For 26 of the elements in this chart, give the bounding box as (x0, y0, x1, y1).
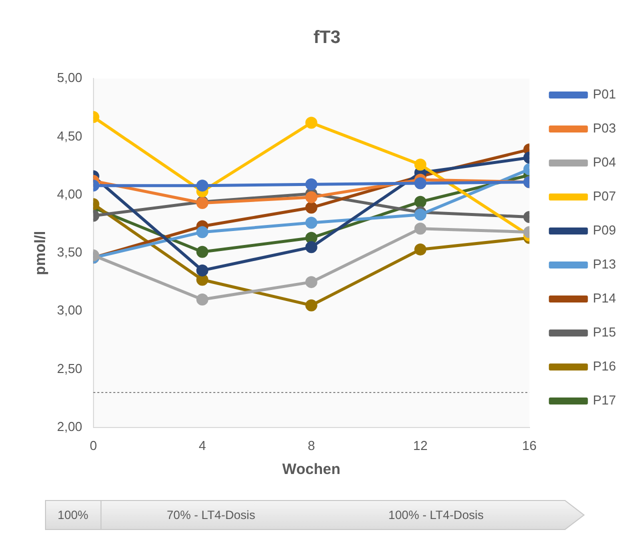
y-tick-label: 2,50 (56, 360, 82, 376)
legend-label: P13 (592, 256, 616, 272)
arrow-banner: 100% 70% - LT4-Dosis 100% - LT4-Dosis (45, 500, 585, 530)
legend-label: P07 (592, 188, 616, 204)
x-tick-label: 16 (522, 438, 537, 453)
y-tick-label: 3,50 (56, 244, 82, 260)
y-tick-label: 5,00 (56, 70, 82, 86)
y-tick-label: 4,50 (56, 128, 82, 144)
legend-label: P15 (592, 324, 616, 340)
x-tick-label: 8 (308, 438, 315, 453)
x-tick-label: 12 (413, 438, 428, 453)
legend-label: P14 (592, 290, 616, 306)
x-tick-label: 4 (198, 438, 206, 453)
chart-title: fT3 (314, 26, 340, 47)
y-tick-label: 3,00 (56, 302, 82, 318)
legend-label: P04 (592, 154, 616, 170)
legend-label: P17 (592, 392, 616, 408)
x-axis-title: Wochen (282, 461, 340, 478)
legend-label: P16 (592, 358, 616, 374)
legend-label: P03 (592, 120, 616, 136)
legend-label: P09 (592, 222, 616, 238)
legend-label: P01 (592, 86, 616, 102)
y-axis-title: pmol/l (32, 230, 50, 276)
x-tick-label: 0 (90, 438, 97, 453)
y-tick-label: 4,00 (56, 186, 82, 202)
y-tick-label: 2,00 (56, 418, 82, 434)
